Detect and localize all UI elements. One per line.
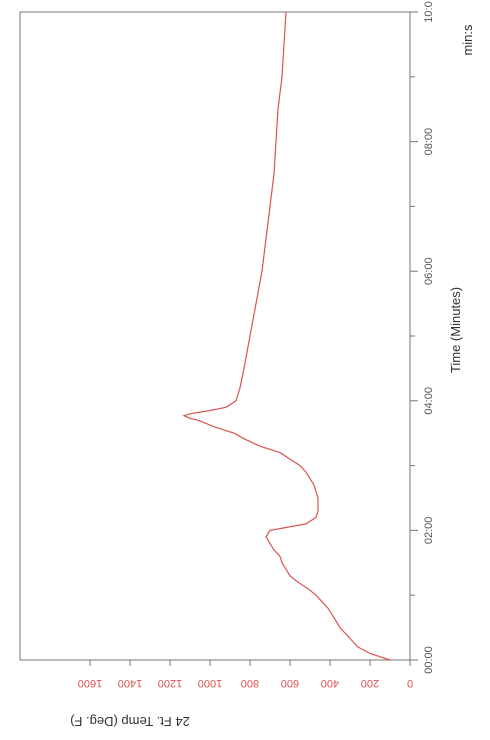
temp-tick-label: 1600 bbox=[78, 677, 102, 689]
temp-tick-label: 200 bbox=[361, 677, 379, 689]
temp-tick-label: 0 bbox=[407, 677, 413, 689]
temp-tick-label: 1400 bbox=[118, 677, 142, 689]
time-axis-ticks: 00:00 02:00 04:00 06:00 08:00 10:0 bbox=[410, 1, 435, 674]
x-axis-label: Time (Minutes) bbox=[448, 287, 463, 373]
time-tick-label: 10:0 bbox=[423, 1, 435, 22]
temp-tick-label: 1000 bbox=[198, 677, 222, 689]
temp-tick-label: 800 bbox=[241, 677, 259, 689]
temp-tick-label: 400 bbox=[321, 677, 339, 689]
time-tick-label: 04:00 bbox=[423, 387, 435, 415]
temperature-series-line bbox=[182, 11, 391, 661]
time-tick-label: 00:00 bbox=[423, 646, 435, 674]
temp-tick-label: 1200 bbox=[158, 677, 182, 689]
time-tick-label: 08:00 bbox=[423, 128, 435, 156]
time-tick-label: 06:00 bbox=[423, 257, 435, 285]
temp-tick-label: 600 bbox=[281, 677, 299, 689]
y-axis-label: 24 Ft. Temp (Deg. F) bbox=[70, 714, 190, 729]
plot-area bbox=[19, 11, 411, 661]
temp-axis-ticks: 0 200 400 600 800 1000 1200 1400 1600 bbox=[78, 660, 413, 689]
time-tick-label: 02:00 bbox=[423, 517, 435, 545]
x-axis-unit-label: min:s bbox=[460, 24, 475, 56]
